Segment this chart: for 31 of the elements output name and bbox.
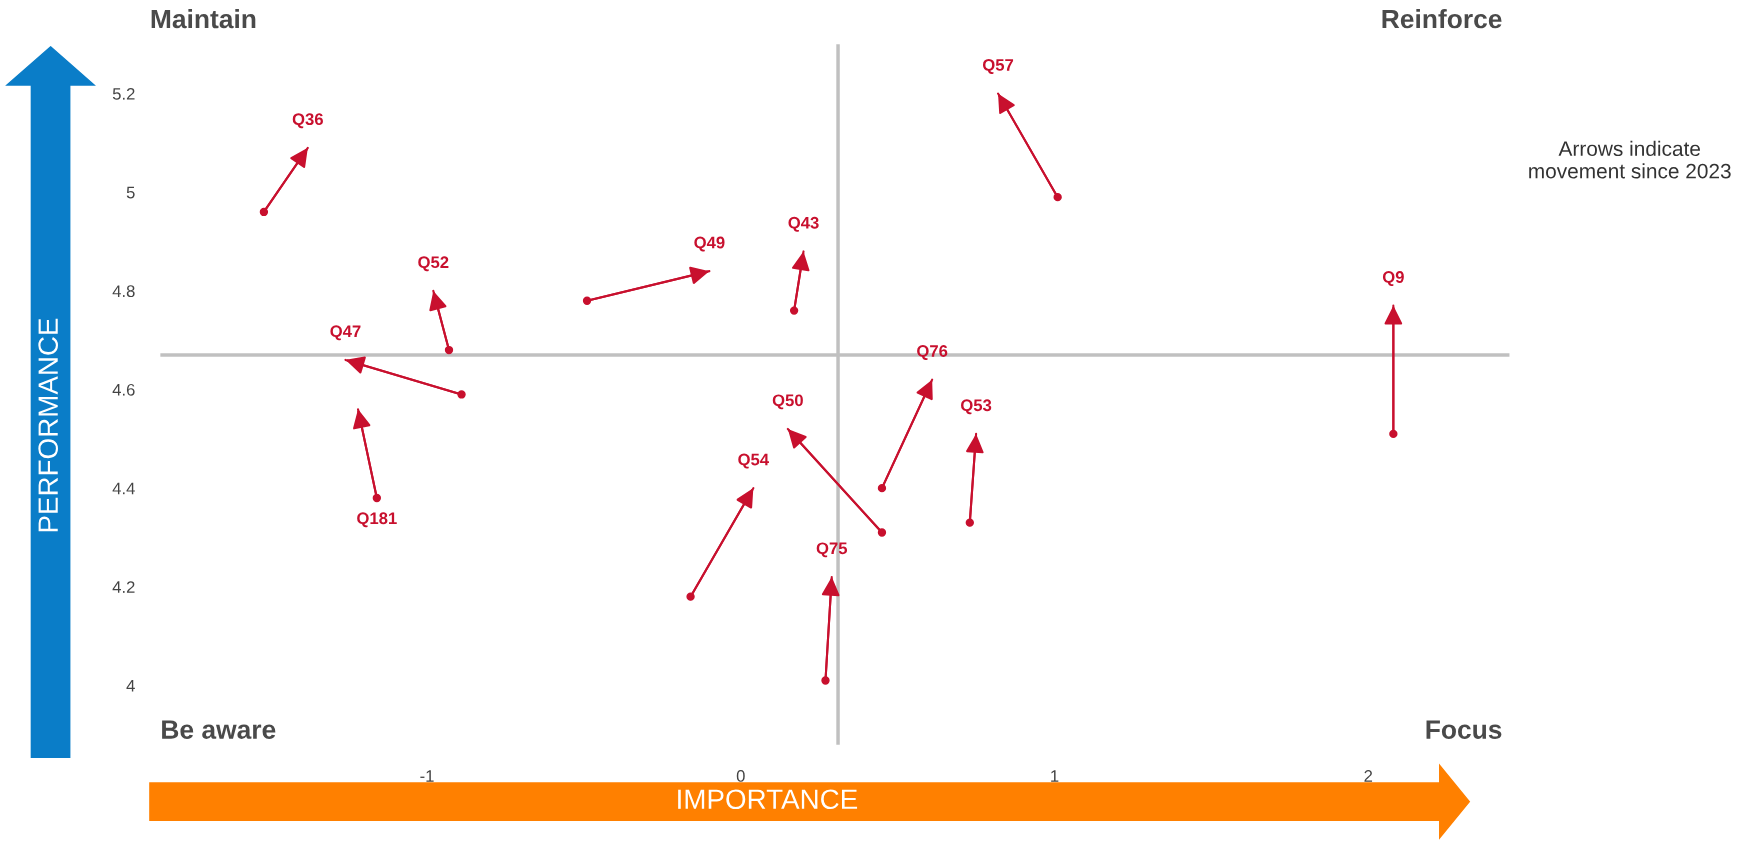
series-label: Q52 <box>418 256 449 272</box>
series-label: Q49 <box>694 236 725 252</box>
x-tick-label: 0 <box>736 770 745 782</box>
y-tick-label: 4.4 <box>112 482 135 495</box>
text: Maintain <box>151 8 256 29</box>
annotation: Be aware <box>162 720 276 739</box>
series-label: Q57 <box>982 59 1014 74</box>
annotation: Focus <box>1426 720 1502 739</box>
series-label: Q53 <box>961 399 992 415</box>
series-label: Q181 <box>357 512 397 528</box>
series-label: Q36 <box>292 113 323 129</box>
series-label: Q47 <box>330 325 361 341</box>
y-tick-label: 4.8 <box>112 285 135 298</box>
text: Reinforce <box>1382 8 1502 29</box>
y-axis-title: PERFORMANCE <box>38 318 58 532</box>
series-label: Q9 <box>1382 271 1404 287</box>
x-tick-label: -1 <box>420 770 434 782</box>
y-tick-label: 4 <box>126 680 135 692</box>
x-tick-label: 2 <box>1364 770 1373 782</box>
x-tick-label: 1 <box>1051 770 1059 782</box>
text: Arrows indicate movement since 2023 <box>1529 140 1731 179</box>
y-tick-label: 4.6 <box>112 383 135 396</box>
y-tick-label: 4.2 <box>112 581 135 593</box>
x-axis-title: IMPORTANCE <box>678 789 858 810</box>
series-label: Q54 <box>738 453 769 469</box>
series-label: Q43 <box>788 216 819 232</box>
series-label: Q75 <box>816 542 848 558</box>
y-tick-label: 5 <box>126 186 135 199</box>
series-label: Q50 <box>772 394 803 410</box>
y-tick-label: 5.2 <box>112 87 135 100</box>
series-label: Q76 <box>917 345 948 361</box>
